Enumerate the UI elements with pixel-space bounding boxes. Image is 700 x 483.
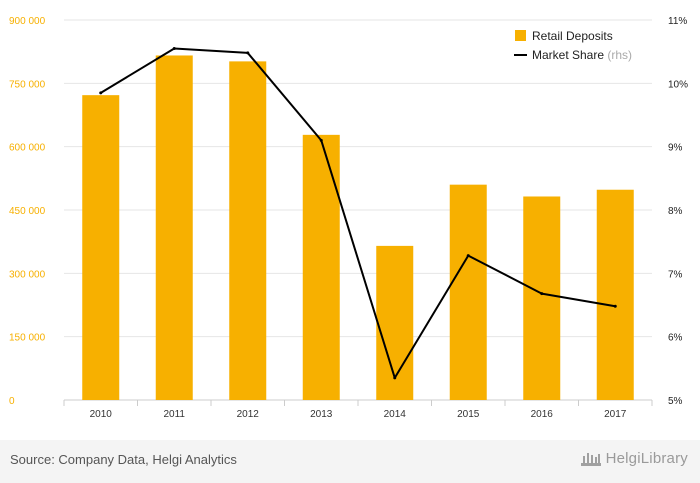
x-tick-label: 2015 xyxy=(457,409,480,420)
y-left-tick-label: 900 000 xyxy=(9,16,46,27)
y-right-tick-label: 9% xyxy=(668,143,683,154)
source-note: Source: Company Data, Helgi Analytics xyxy=(10,452,237,467)
y-right-tick-label: 6% xyxy=(668,333,683,344)
bar-retail-deposits xyxy=(596,189,634,400)
x-tick-label: 2013 xyxy=(310,409,333,420)
point-market-share xyxy=(393,376,397,380)
point-market-share xyxy=(172,47,176,50)
legend-label-rhs-suffix: (rhs) xyxy=(607,48,632,62)
line-market-share xyxy=(100,47,616,379)
y-left-tick-label: 600 000 xyxy=(9,143,46,154)
x-tick-label: 2016 xyxy=(531,409,554,420)
bar-retail-deposits xyxy=(376,245,414,400)
y-right-tick-label: 7% xyxy=(668,269,683,280)
bar-retail-deposits xyxy=(302,134,340,400)
y-right-tick-label: 11% xyxy=(668,16,687,27)
legend-swatch-retail-deposits xyxy=(515,30,526,41)
x-tick-label: 2014 xyxy=(384,409,407,420)
bar-retail-deposits xyxy=(82,95,120,401)
point-market-share xyxy=(540,292,544,296)
y-right-tick-label: 5% xyxy=(668,396,683,407)
x-tick-label: 2011 xyxy=(163,409,185,420)
combo-chart: 0 150 000 300 000 450 000 600 000 750 000 900 … xyxy=(9,16,688,420)
bar-retail-deposits xyxy=(229,61,267,400)
legend-label-retail-deposits: Retail Deposits xyxy=(532,29,613,43)
brand-logo[interactable]: HelgiLibrary xyxy=(580,449,688,467)
point-market-share xyxy=(613,304,617,308)
bar-retail-deposits xyxy=(449,184,487,400)
y-right-tick-label: 8% xyxy=(668,206,683,217)
brand-name: HelgiLibrary xyxy=(605,449,688,467)
y-right-tick-label: 10% xyxy=(668,79,688,90)
legend-label-market-share: Market Share (rhs) xyxy=(532,48,632,62)
point-market-share xyxy=(246,51,250,55)
y-left-tick-label: 300 000 xyxy=(9,269,46,280)
bar-retail-deposits xyxy=(155,55,193,400)
point-market-share xyxy=(319,138,323,142)
y-left-tick-label: 0 xyxy=(9,396,15,407)
y-left-tick-label: 750 000 xyxy=(9,79,46,90)
library-building-icon xyxy=(580,453,601,466)
point-market-share xyxy=(99,91,103,95)
footer: Source: Company Data, Helgi Analytics He… xyxy=(0,440,700,483)
y-left-tick-label: 150 000 xyxy=(9,333,46,344)
bar-retail-deposits xyxy=(523,196,561,400)
point-market-share xyxy=(466,254,470,258)
x-tick-label: 2012 xyxy=(237,409,260,420)
x-tick-label: 2017 xyxy=(604,409,627,420)
y-left-tick-label: 450 000 xyxy=(9,206,46,217)
x-tick-label: 2010 xyxy=(90,409,113,420)
